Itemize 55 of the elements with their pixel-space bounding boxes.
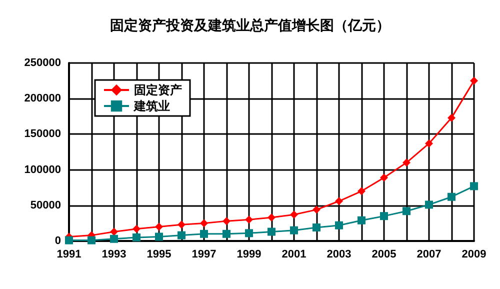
x-tick-label: 1999: [236, 248, 262, 260]
legend-label: 固定资产: [134, 83, 182, 97]
point: [155, 222, 163, 231]
y-tick-label: 250000: [24, 57, 61, 69]
point: [65, 236, 73, 244]
x-tick-label: 2001: [282, 248, 306, 260]
point: [200, 230, 208, 238]
point: [425, 200, 433, 209]
point: [132, 224, 140, 233]
point: [380, 174, 388, 182]
point: [290, 210, 298, 219]
x-tick-label: 1991: [56, 248, 82, 260]
point: [222, 217, 230, 226]
point: [110, 228, 118, 236]
x-tick-label: 1995: [146, 248, 172, 260]
y-tick-label: 50000: [30, 199, 61, 212]
legend-label: 建筑业: [133, 99, 170, 113]
x-tick-label: 2009: [462, 248, 486, 260]
point: [222, 230, 230, 238]
point: [402, 207, 410, 216]
y-tick-label: 150000: [24, 128, 61, 140]
x-tick-label: 2003: [326, 248, 352, 260]
x-tick-label: 1997: [192, 248, 216, 260]
point: [402, 158, 410, 167]
y-tick-label: 200000: [24, 92, 61, 105]
point: [448, 114, 456, 122]
point: [200, 219, 208, 228]
point: [335, 197, 343, 206]
point: [312, 206, 320, 214]
x-tick-label: 2007: [416, 248, 442, 260]
point: [425, 139, 433, 148]
point: [335, 221, 343, 230]
point: [178, 231, 186, 240]
point: [245, 229, 253, 238]
y-tick-label: 100000: [24, 164, 61, 176]
point: [470, 182, 478, 190]
point: [178, 220, 186, 229]
point: [245, 216, 253, 224]
point: [358, 216, 366, 224]
x-tick-label: 2005: [372, 248, 396, 260]
point: [312, 223, 320, 232]
point: [290, 226, 298, 234]
point: [268, 228, 276, 236]
point: [358, 187, 366, 196]
point: [155, 232, 163, 241]
point: [380, 212, 388, 220]
point: [470, 76, 478, 85]
x-tick-label: 1993: [102, 248, 126, 260]
point: [268, 214, 276, 222]
point: [88, 236, 96, 244]
point: [132, 233, 140, 242]
y-tick-label: 0: [54, 235, 61, 247]
point: [110, 234, 118, 243]
point: [448, 192, 456, 201]
chart-title: 固定资产投资及建筑业总产值增长图（亿元）: [110, 17, 390, 34]
